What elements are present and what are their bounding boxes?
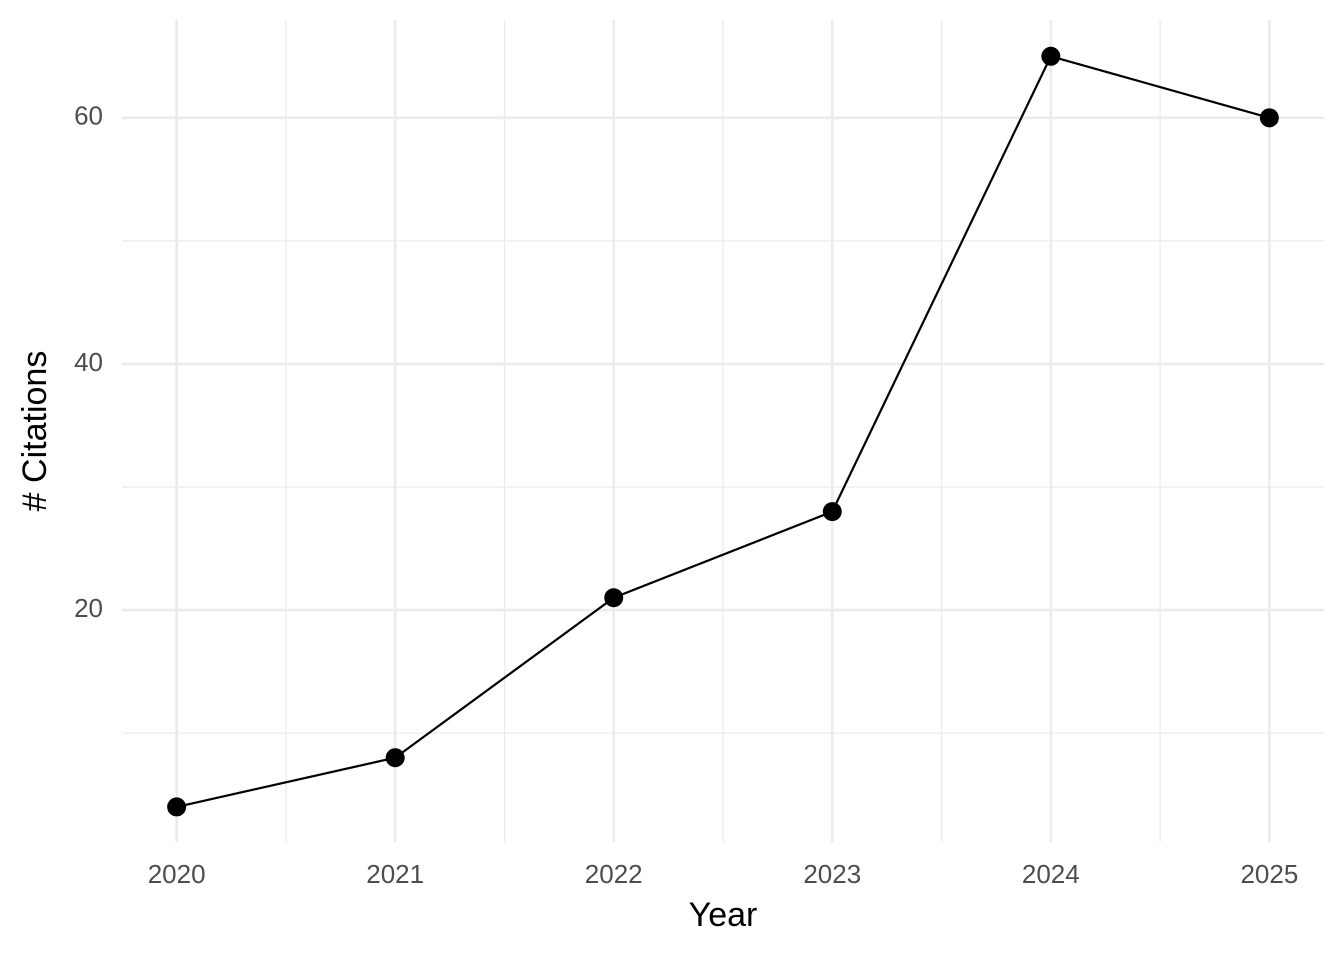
point xyxy=(604,588,624,608)
point xyxy=(822,502,842,522)
x-axis-title: Year xyxy=(689,896,758,934)
x-tick-label: 2023 xyxy=(803,859,861,889)
point xyxy=(385,748,405,768)
point xyxy=(1041,46,1061,66)
x-tick-label: 2022 xyxy=(585,859,643,889)
y-axis-title: # Citations xyxy=(16,351,54,512)
y-tick-label: 20 xyxy=(74,593,103,623)
x-tick-label: 2021 xyxy=(366,859,424,889)
x-tick-label: 2025 xyxy=(1240,859,1298,889)
y-tick-label: 40 xyxy=(74,347,103,377)
x-tick-label: 2020 xyxy=(148,859,206,889)
point xyxy=(167,797,187,817)
x-tick-label: 2024 xyxy=(1022,859,1080,889)
line xyxy=(176,54,1270,809)
y-tick-label: 60 xyxy=(74,101,103,131)
point xyxy=(1259,108,1279,128)
